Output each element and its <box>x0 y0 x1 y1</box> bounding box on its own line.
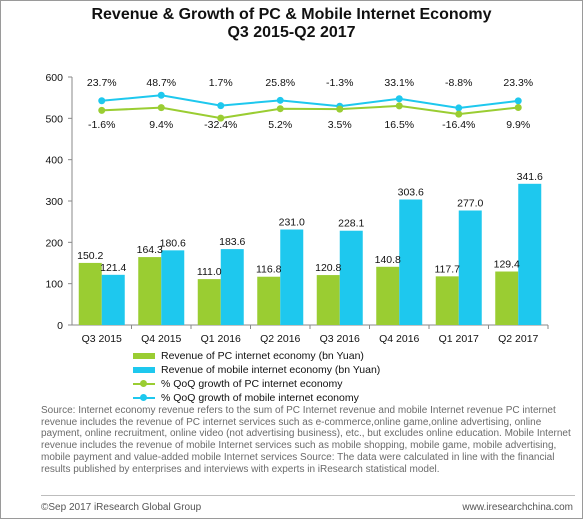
marker-mobile-growth <box>276 96 284 104</box>
footer-divider <box>41 495 575 496</box>
bar-pc-revenue <box>376 266 400 325</box>
data-label-mobile: 228.1 <box>338 218 364 230</box>
chart-title: Revenue & Growth of PC & Mobile Internet… <box>91 6 492 23</box>
line-mobile-growth <box>101 94 519 109</box>
source-note: Source: Internet economy revenue refers … <box>41 405 571 475</box>
copyright-text: ©Sep 2017 iResearch Global Group <box>41 502 202 513</box>
chart-subtitle: Q3 2015-Q2 2017 <box>227 24 356 41</box>
y-tick-label: 600 <box>45 72 63 84</box>
bar-mobile-revenue <box>458 210 482 325</box>
legend-marker-pc <box>140 380 147 387</box>
marker-pc-growth <box>157 104 165 112</box>
x-tick-label: Q1 2017 <box>439 333 479 345</box>
growth-label-pc: 3.5% <box>328 119 352 131</box>
bar-mobile-revenue <box>339 230 363 325</box>
y-tick-label: 200 <box>45 237 63 249</box>
bar-pc-revenue <box>138 257 162 325</box>
x-tick-label: Q3 2016 <box>320 333 360 345</box>
growth-label-pc: 9.4% <box>149 119 173 131</box>
data-label-mobile: 231.0 <box>279 217 305 229</box>
marker-pc-growth <box>514 104 522 112</box>
growth-label-mobile: 25.8% <box>265 77 295 89</box>
legend-label: % QoQ growth of mobile internet economy <box>161 392 359 404</box>
growth-label-pc: -16.4% <box>442 119 475 131</box>
legend-label: % QoQ growth of PC internet economy <box>161 378 343 390</box>
data-label-pc: 140.8 <box>375 254 401 266</box>
marker-pc-growth <box>395 102 403 110</box>
bar-pc-revenue <box>495 271 519 325</box>
growth-label-mobile: 48.7% <box>146 77 176 89</box>
marker-mobile-growth <box>98 97 106 105</box>
marker-mobile-growth <box>217 102 225 110</box>
growth-label-pc: -32.4% <box>204 119 237 131</box>
marker-pc-growth <box>98 106 106 114</box>
bar-pc-revenue <box>435 276 459 325</box>
data-label-mobile: 180.6 <box>160 237 186 249</box>
bar-pc-revenue <box>316 275 340 325</box>
marker-mobile-growth <box>157 91 165 99</box>
bar-mobile-revenue <box>399 199 423 325</box>
data-label-mobile: 277.0 <box>457 198 483 210</box>
growth-label-pc: 16.5% <box>384 119 414 131</box>
bar-mobile-revenue <box>161 250 185 325</box>
y-tick-label: 400 <box>45 155 63 167</box>
bar-mobile-revenue <box>518 183 542 325</box>
data-label-pc: 120.8 <box>315 262 341 274</box>
data-label-pc: 117.7 <box>435 263 461 275</box>
legend-label: Revenue of PC internet economy (bn Yuan) <box>161 350 364 362</box>
data-label-pc: 164.3 <box>137 244 163 256</box>
x-tick-label: Q2 2017 <box>498 333 538 345</box>
data-label-mobile: 183.6 <box>219 236 245 248</box>
legend-label: Revenue of mobile internet economy (bn Y… <box>161 364 381 376</box>
data-label-pc: 129.4 <box>494 259 520 271</box>
marker-mobile-growth <box>514 97 522 105</box>
growth-label-mobile: 1.7% <box>209 77 233 89</box>
legend-swatch-pc <box>133 353 155 359</box>
line-pc-growth <box>101 104 519 120</box>
marker-pc-growth <box>276 105 284 113</box>
growth-label-mobile: 33.1% <box>384 77 414 89</box>
x-tick-label: Q3 2015 <box>82 333 122 345</box>
data-label-pc: 111.0 <box>197 266 222 278</box>
x-tick-label: Q1 2016 <box>201 333 241 345</box>
data-label-mobile: 121.4 <box>100 262 126 274</box>
marker-pc-growth <box>336 105 344 113</box>
bar-pc-revenue <box>197 279 221 325</box>
bar-pc-revenue <box>257 276 281 325</box>
growth-label-pc: 5.2% <box>268 119 292 131</box>
growth-label-mobile: -1.3% <box>326 77 353 89</box>
marker-mobile-growth <box>395 95 403 103</box>
x-tick-label: Q4 2015 <box>141 333 181 345</box>
marker-pc-growth <box>455 110 463 118</box>
data-label-mobile: 303.6 <box>398 187 424 199</box>
bar-mobile-revenue <box>220 249 244 325</box>
growth-label-pc: 9.9% <box>506 119 530 131</box>
bar-mobile-revenue <box>101 274 125 325</box>
data-label-pc: 150.2 <box>77 250 103 262</box>
y-tick-label: 300 <box>45 196 63 208</box>
x-tick-label: Q4 2016 <box>379 333 419 345</box>
marker-mobile-growth <box>455 104 463 112</box>
x-tick-label: Q2 2016 <box>260 333 300 345</box>
growth-label-mobile: -8.8% <box>445 77 472 89</box>
growth-label-pc: -1.6% <box>88 119 115 131</box>
legend-swatch-mobile <box>133 367 155 373</box>
marker-pc-growth <box>217 114 225 122</box>
website-url: www.iresearchchina.com <box>462 502 573 513</box>
growth-label-mobile: 23.3% <box>503 77 533 89</box>
y-tick-label: 0 <box>57 320 63 332</box>
growth-label-mobile: 23.7% <box>87 77 117 89</box>
data-label-pc: 116.8 <box>256 264 282 276</box>
legend-marker-mobile <box>140 394 147 401</box>
y-tick-label: 500 <box>45 113 63 125</box>
data-label-mobile: 341.6 <box>517 171 543 183</box>
bar-pc-revenue <box>78 262 102 325</box>
y-tick-label: 100 <box>45 279 63 291</box>
bar-mobile-revenue <box>280 229 304 325</box>
